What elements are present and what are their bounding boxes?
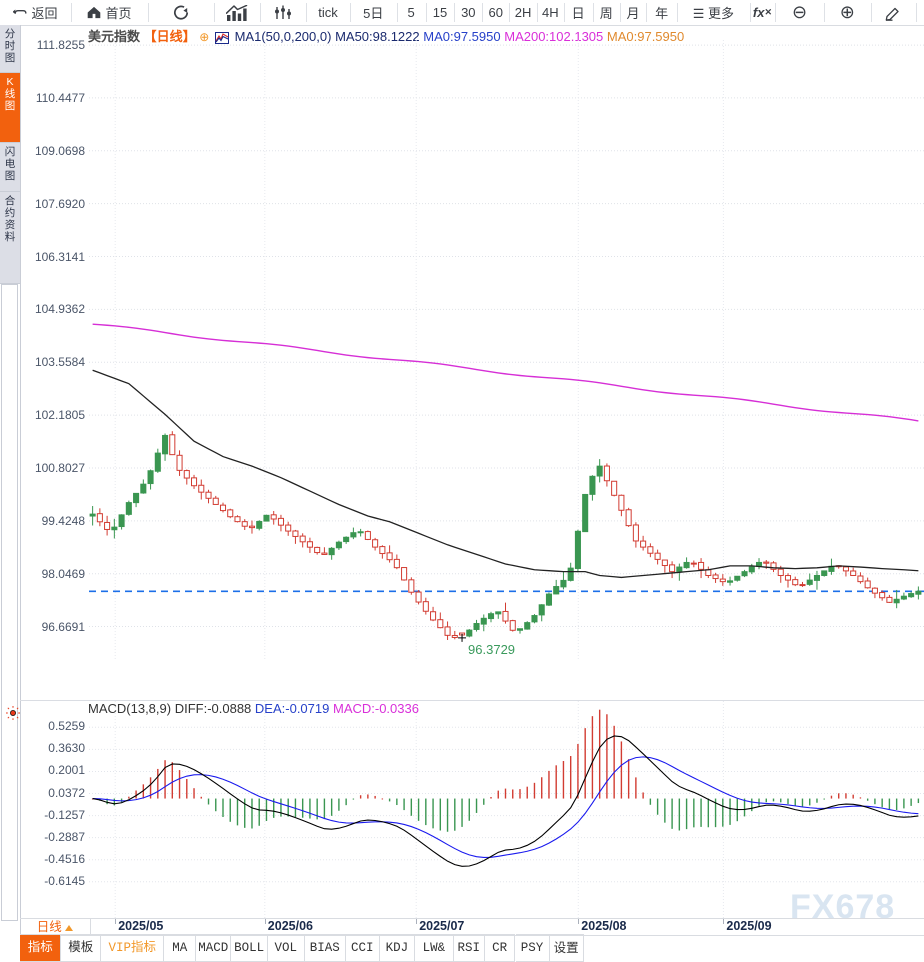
svg-text:96.3729: 96.3729 — [468, 642, 515, 657]
